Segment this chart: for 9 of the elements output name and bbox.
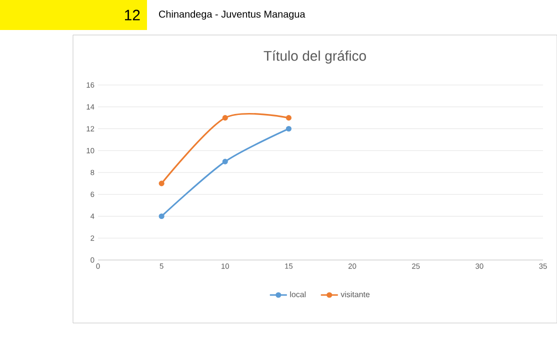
chart-title: Título del gráfico [264, 50, 366, 64]
point [158, 213, 164, 220]
text: Chinandega - Juventus Managua [159, 10, 306, 20]
point [158, 180, 164, 186]
point [222, 115, 228, 121]
point [286, 115, 292, 121]
point [286, 126, 292, 132]
text: 12 [125, 10, 140, 20]
point [222, 158, 228, 164]
